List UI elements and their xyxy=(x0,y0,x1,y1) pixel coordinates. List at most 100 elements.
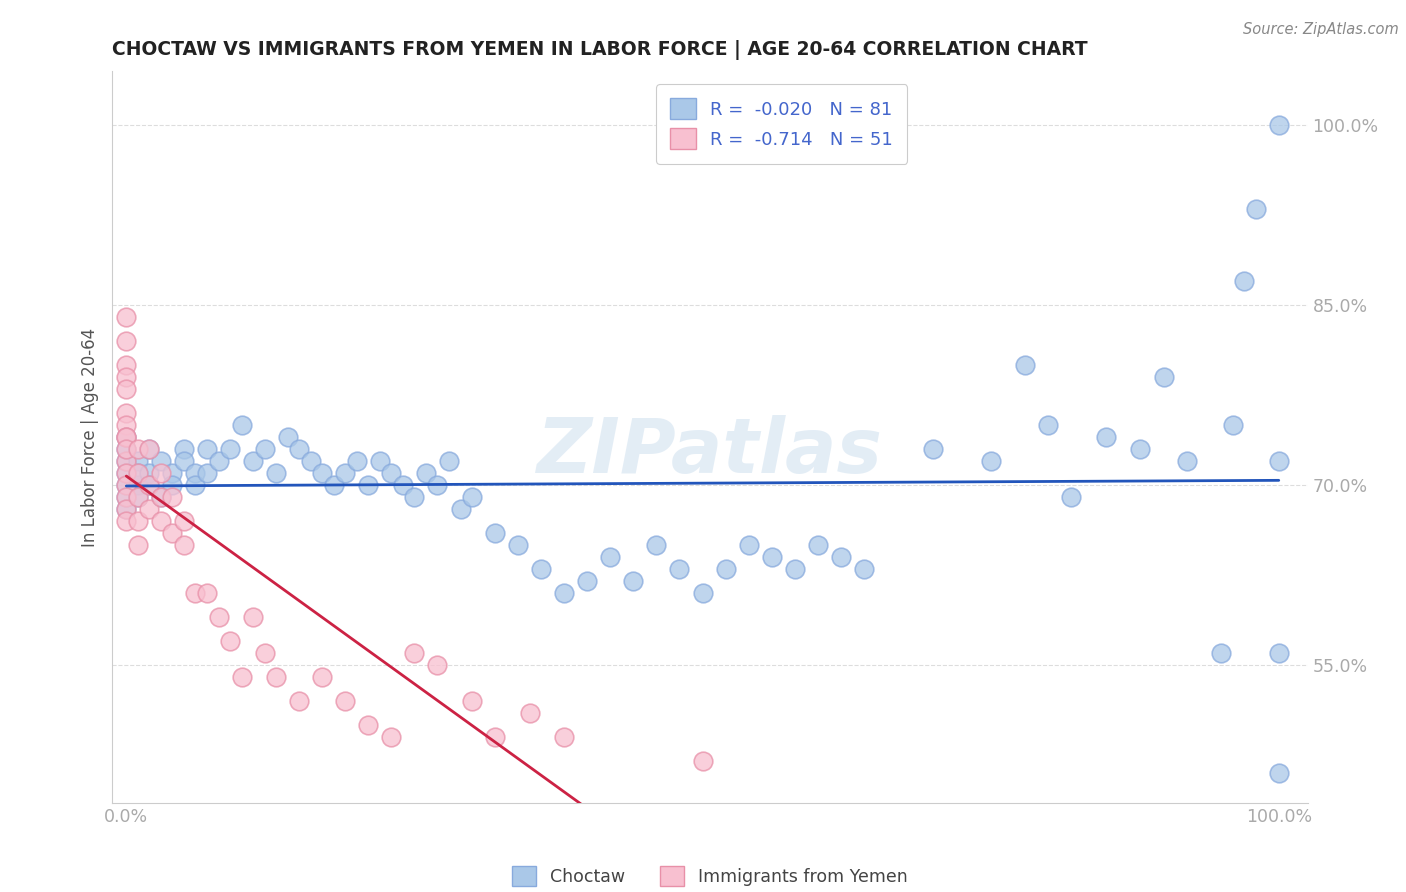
Point xyxy=(219,634,242,648)
Point xyxy=(184,586,207,600)
Point xyxy=(830,549,852,564)
Point xyxy=(426,478,449,492)
Point xyxy=(692,586,714,600)
Point xyxy=(115,502,138,516)
Point xyxy=(668,562,690,576)
Point xyxy=(115,502,138,516)
Point xyxy=(115,490,138,504)
Point xyxy=(115,454,138,468)
Point xyxy=(115,466,138,480)
Point xyxy=(553,586,575,600)
Point xyxy=(288,694,311,708)
Point xyxy=(115,466,138,480)
Point xyxy=(1268,765,1291,780)
Point xyxy=(115,430,138,444)
Point xyxy=(404,646,426,660)
Point xyxy=(1014,358,1036,372)
Point xyxy=(115,430,138,444)
Point xyxy=(162,490,184,504)
Point xyxy=(115,514,138,528)
Point xyxy=(484,526,506,541)
Point xyxy=(519,706,541,720)
Point xyxy=(127,490,149,504)
Point xyxy=(115,334,138,348)
Point xyxy=(149,454,172,468)
Point xyxy=(127,478,149,492)
Point xyxy=(1244,202,1267,217)
Point xyxy=(173,442,195,456)
Point xyxy=(264,670,287,684)
Text: ZIPatlas: ZIPatlas xyxy=(537,415,883,489)
Point xyxy=(450,502,472,516)
Point xyxy=(437,454,460,468)
Point xyxy=(173,514,195,528)
Point xyxy=(1175,454,1198,468)
Point xyxy=(138,442,160,456)
Point xyxy=(138,478,160,492)
Point xyxy=(1129,442,1152,456)
Point xyxy=(127,454,149,468)
Point xyxy=(807,538,830,552)
Point xyxy=(207,610,229,624)
Point xyxy=(242,454,264,468)
Point xyxy=(115,418,138,433)
Point xyxy=(357,478,380,492)
Point xyxy=(530,562,553,576)
Point xyxy=(288,442,311,456)
Point xyxy=(1211,646,1233,660)
Point xyxy=(357,718,380,732)
Legend: Choctaw, Immigrants from Yemen: Choctaw, Immigrants from Yemen xyxy=(502,855,918,892)
Point xyxy=(138,442,160,456)
Point xyxy=(392,478,415,492)
Point xyxy=(195,466,218,480)
Point xyxy=(127,538,149,552)
Point xyxy=(783,562,806,576)
Point xyxy=(484,730,506,744)
Point xyxy=(621,574,644,588)
Point xyxy=(149,490,172,504)
Point xyxy=(1060,490,1083,504)
Point xyxy=(1268,454,1291,468)
Point xyxy=(576,574,599,588)
Point xyxy=(184,478,207,492)
Point xyxy=(1268,646,1291,660)
Point xyxy=(115,430,138,444)
Text: CHOCTAW VS IMMIGRANTS FROM YEMEN IN LABOR FORCE | AGE 20-64 CORRELATION CHART: CHOCTAW VS IMMIGRANTS FROM YEMEN IN LABO… xyxy=(112,39,1088,60)
Point xyxy=(264,466,287,480)
Point xyxy=(1095,430,1118,444)
Text: Source: ZipAtlas.com: Source: ZipAtlas.com xyxy=(1243,22,1399,37)
Point xyxy=(184,466,207,480)
Point xyxy=(115,370,138,384)
Point xyxy=(404,490,426,504)
Point xyxy=(1268,118,1291,132)
Y-axis label: In Labor Force | Age 20-64: In Labor Force | Age 20-64 xyxy=(80,327,98,547)
Point xyxy=(980,454,1002,468)
Point xyxy=(714,562,737,576)
Point xyxy=(207,454,229,468)
Point xyxy=(253,442,276,456)
Point xyxy=(115,442,138,456)
Point xyxy=(1222,418,1244,433)
Point xyxy=(461,490,484,504)
Point xyxy=(299,454,322,468)
Point xyxy=(115,442,138,456)
Point xyxy=(127,466,149,480)
Point xyxy=(127,514,149,528)
Point xyxy=(115,382,138,396)
Point xyxy=(368,454,391,468)
Point xyxy=(335,466,357,480)
Point xyxy=(173,538,195,552)
Point xyxy=(138,502,160,516)
Point xyxy=(322,478,344,492)
Point xyxy=(253,646,276,660)
Point xyxy=(149,490,172,504)
Point xyxy=(195,586,218,600)
Point xyxy=(162,526,184,541)
Point xyxy=(852,562,875,576)
Point xyxy=(335,694,357,708)
Point xyxy=(115,478,138,492)
Point xyxy=(219,442,242,456)
Point xyxy=(761,549,783,564)
Point xyxy=(127,490,149,504)
Point xyxy=(1233,274,1256,288)
